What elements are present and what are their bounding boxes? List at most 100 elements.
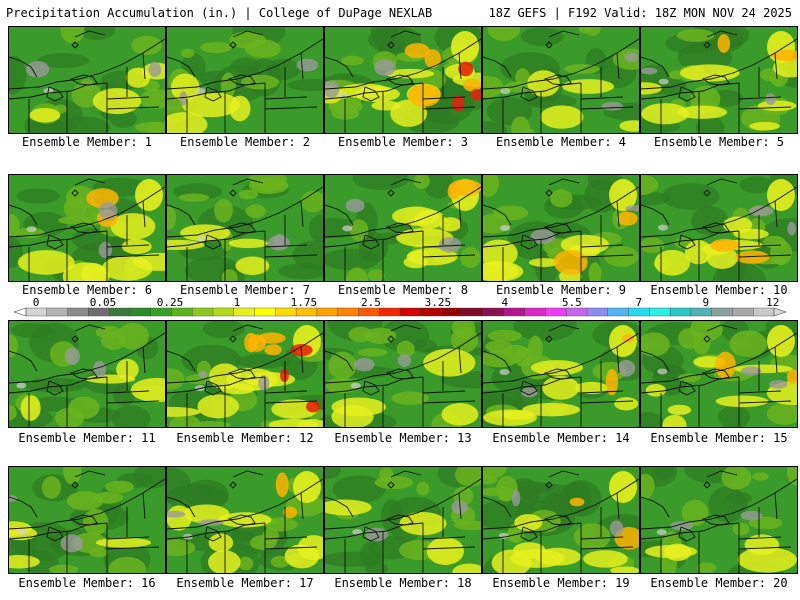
- precip-field: [178, 193, 210, 202]
- boundary-line: [106, 254, 160, 258]
- precip-field: [60, 27, 85, 44]
- colorbar-swatch: [503, 307, 526, 317]
- boundary-line: [46, 526, 64, 542]
- precip-field: [195, 87, 206, 94]
- precip-field: [374, 59, 396, 76]
- boundary-line: [46, 234, 64, 250]
- boundary-line: [69, 368, 98, 380]
- precip-field: [342, 225, 353, 232]
- station-marker: [71, 481, 79, 489]
- ensemble-map-7: [166, 174, 324, 282]
- colorbar-swatch: [233, 307, 256, 317]
- precip-field: [609, 325, 637, 357]
- boundary-line: [362, 234, 380, 250]
- boundary-line: [264, 536, 308, 540]
- precip-field: [408, 84, 441, 107]
- precip-field: [641, 191, 671, 206]
- precip-field: [662, 414, 687, 427]
- precip-field: [766, 402, 797, 425]
- colorbar-swatch: [732, 307, 754, 317]
- precip-field: [748, 516, 783, 530]
- precip-field: [208, 533, 234, 552]
- colorbar-tick-label: 0: [32, 296, 40, 309]
- colorbar-swatch: [628, 307, 651, 317]
- boundary-line: [106, 96, 150, 100]
- colorbar-swatch: [25, 307, 48, 317]
- precip-field: [197, 394, 240, 419]
- boundary-line: [74, 30, 106, 38]
- boundary-line: [74, 178, 106, 186]
- station-marker: [703, 41, 711, 49]
- precip-field: [92, 360, 107, 378]
- precip-field: [257, 332, 286, 344]
- colorbar-swatch: [441, 307, 464, 317]
- member-label: Ensemble Member: 16: [18, 576, 156, 590]
- colorbar-tick-label: 0.05: [89, 296, 117, 309]
- boundary-line: [385, 368, 414, 380]
- boundary-line: [69, 514, 98, 526]
- colorbar-tick-label: 7: [635, 296, 643, 309]
- boundary-line: [678, 526, 696, 542]
- member-label: Ensemble Member: 4: [495, 135, 627, 149]
- precip-field: [66, 491, 104, 511]
- boundary-line: [227, 514, 256, 526]
- precip-field: [197, 236, 208, 243]
- colorbar-swatch: [753, 307, 775, 317]
- precip-field: [9, 405, 17, 421]
- precip-field: [549, 189, 573, 208]
- precip-field: [641, 67, 658, 75]
- boundary-line: [641, 350, 670, 372]
- precip-field: [614, 397, 639, 411]
- precip-field: [148, 61, 162, 78]
- precip-field: [681, 499, 709, 527]
- boundary-line: [422, 96, 466, 100]
- boundary-line: [483, 350, 512, 372]
- boundary-line: [232, 30, 264, 38]
- boundary-line: [543, 222, 572, 234]
- member-label: Ensemble Member: 18: [334, 576, 472, 590]
- precip-field: [451, 500, 468, 515]
- ensemble-map-6: [8, 174, 166, 282]
- precip-field: [483, 175, 499, 197]
- precip-field: [641, 473, 655, 499]
- precip-field: [500, 88, 511, 95]
- precip-field: [520, 27, 564, 46]
- boundary-line: [738, 536, 782, 540]
- precip-field: [601, 101, 624, 111]
- precip-field: [574, 381, 609, 395]
- precip-field: [726, 491, 752, 505]
- precip-field: [279, 369, 289, 383]
- boundary-line: [9, 56, 38, 78]
- boundary-line: [738, 106, 792, 110]
- boundary-line: [385, 74, 414, 86]
- precip-field: [426, 537, 464, 566]
- precip-field: [452, 563, 481, 573]
- boundary-line: [106, 546, 160, 550]
- precip-field: [9, 214, 20, 238]
- precip-field: [332, 475, 386, 504]
- precip-field: [740, 510, 763, 521]
- precip-field: [60, 534, 84, 553]
- precip-field: [200, 42, 233, 54]
- colorbar-swatch: [669, 307, 692, 317]
- boundary-line: [483, 56, 512, 78]
- precip-field: [111, 405, 151, 427]
- precip-field: [125, 67, 151, 88]
- precip-field: [511, 116, 530, 133]
- colorbar-swatch: [524, 307, 547, 317]
- boundary-line: [543, 74, 572, 86]
- precip-field: [485, 340, 513, 353]
- boundary-line: [325, 350, 354, 372]
- boundary-line: [142, 200, 146, 228]
- colorbar-swatch: [171, 307, 193, 317]
- member-label: Ensemble Member: 17: [176, 576, 314, 590]
- precip-field: [767, 179, 795, 211]
- ensemble-map-11: [8, 320, 166, 428]
- precip-field: [530, 360, 583, 376]
- precip-field: [522, 402, 581, 417]
- precip-field: [121, 238, 152, 255]
- colorbar-swatch: [129, 307, 152, 317]
- precip-field: [652, 467, 674, 481]
- precip-field: [483, 467, 507, 480]
- station-marker: [71, 41, 79, 49]
